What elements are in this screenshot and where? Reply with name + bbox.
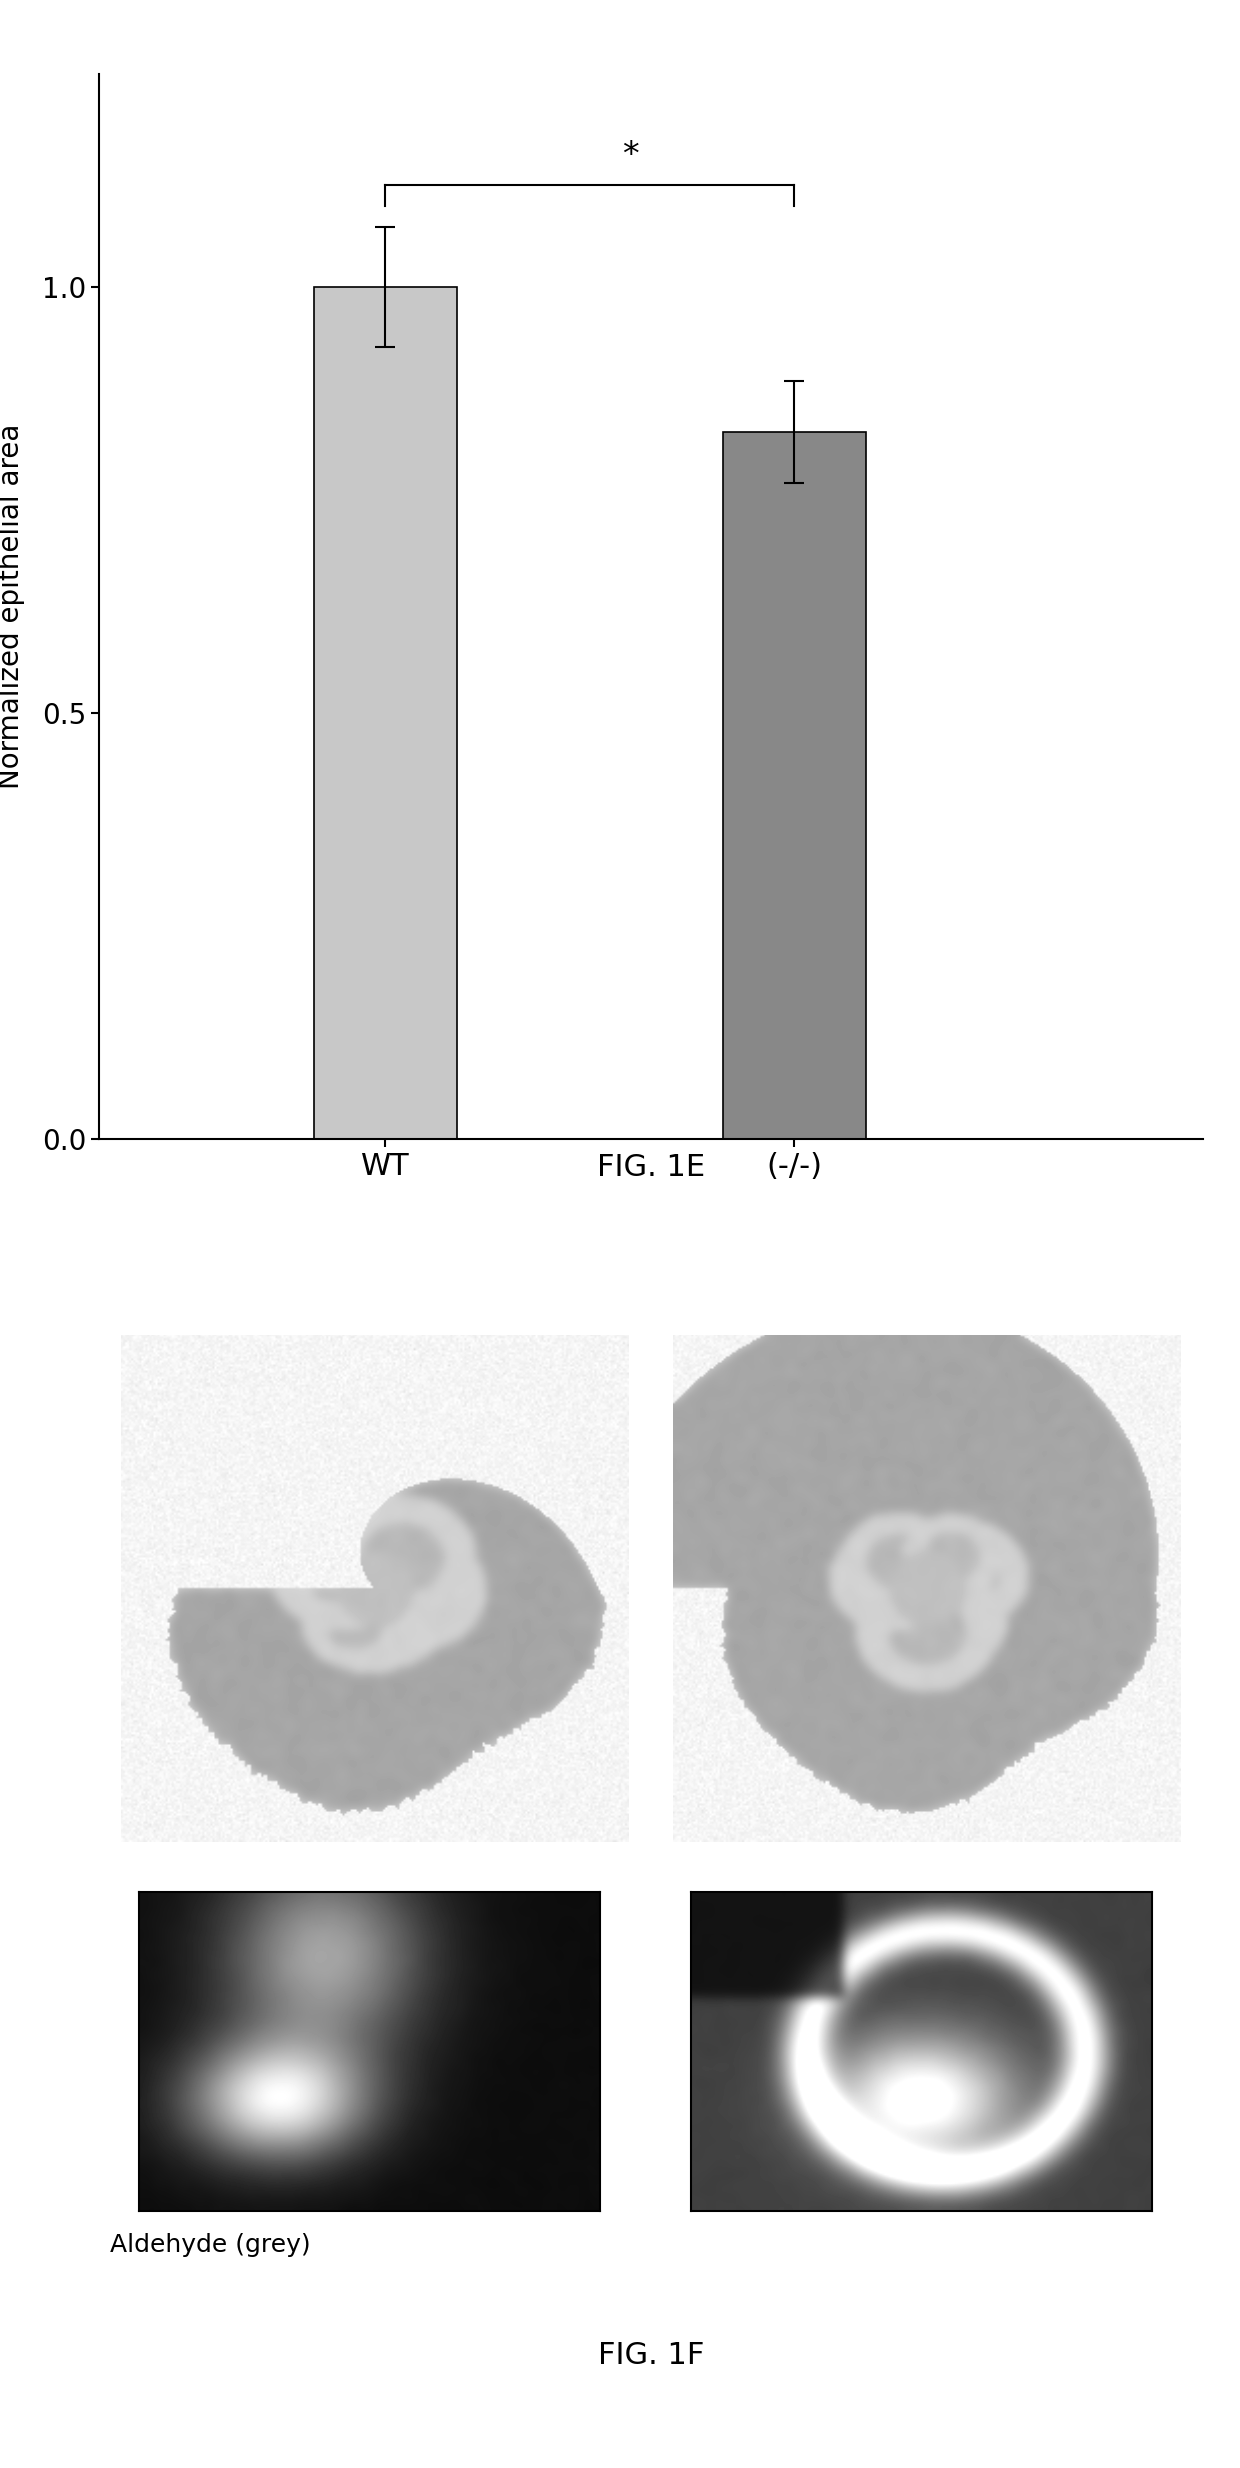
Text: *: * [622,138,639,173]
Text: FIG. 1F: FIG. 1F [598,2342,704,2369]
Bar [314,286,456,1138]
Text: FIG. 1E: FIG. 1E [596,1153,706,1182]
Text: Aldehyde (grey): Aldehyde (grey) [110,2234,311,2256]
Y-axis label: Normalized epithelial area: Normalized epithelial area [0,424,25,790]
Bar [723,432,866,1138]
